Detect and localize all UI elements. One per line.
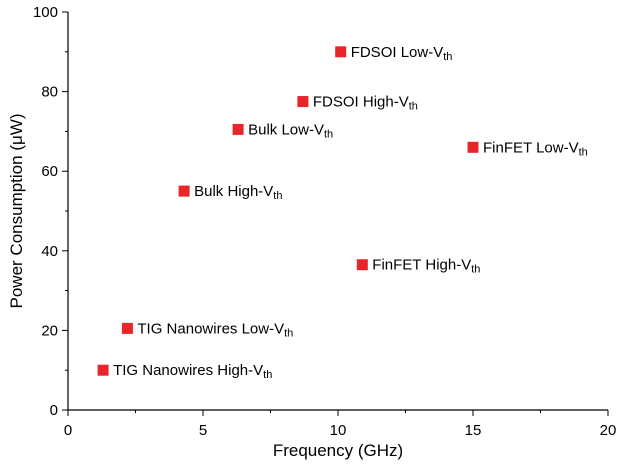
y-tick-label: 80 xyxy=(41,84,58,101)
y-tick-label: 0 xyxy=(50,402,58,419)
x-tick-label: 0 xyxy=(64,422,72,439)
data-points: FDSOI Low-Vth FDSOI High-Vth Bulk Low-Vth F… xyxy=(97,44,588,381)
data-point-label: TIG Nanowires High-Vth xyxy=(113,362,272,381)
data-point-label: TIG Nanowires Low-Vth xyxy=(137,320,293,339)
data-point-marker xyxy=(178,185,190,197)
data-point-label: Bulk Low-Vth xyxy=(248,121,333,140)
data-point-label: FinFET High-Vth xyxy=(372,257,480,276)
data-point-marker xyxy=(335,46,347,58)
x-tick-label: 20 xyxy=(600,422,617,439)
y-tick-label: 40 xyxy=(41,243,58,260)
data-point-label: FinFET Low-Vth xyxy=(483,139,588,158)
data-point-marker xyxy=(232,123,244,135)
data-point-label: Bulk High-Vth xyxy=(194,183,282,202)
tick-labels: 0 5 10 15 20 0 20 40 60 80 100 xyxy=(33,4,616,439)
data-point-marker xyxy=(467,141,479,153)
ticks xyxy=(62,11,609,416)
y-tick-label: 20 xyxy=(41,322,58,339)
y-axis-title: Power Consumption (μW) xyxy=(7,114,26,309)
axes xyxy=(67,12,608,411)
data-point-marker xyxy=(97,364,109,376)
data-point-marker xyxy=(297,96,309,108)
x-axis-title: Frequency (GHz) xyxy=(273,441,403,460)
data-point-label: FDSOI High-Vth xyxy=(313,94,418,113)
y-tick-label: 100 xyxy=(33,4,58,21)
data-point-marker xyxy=(356,259,368,271)
data-point-label: FDSOI Low-Vth xyxy=(351,44,453,63)
x-tick-label: 10 xyxy=(330,422,347,439)
x-tick-label: 5 xyxy=(199,422,207,439)
y-tick-label: 60 xyxy=(41,163,58,180)
x-tick-label: 15 xyxy=(465,422,482,439)
data-point-marker xyxy=(121,322,133,334)
